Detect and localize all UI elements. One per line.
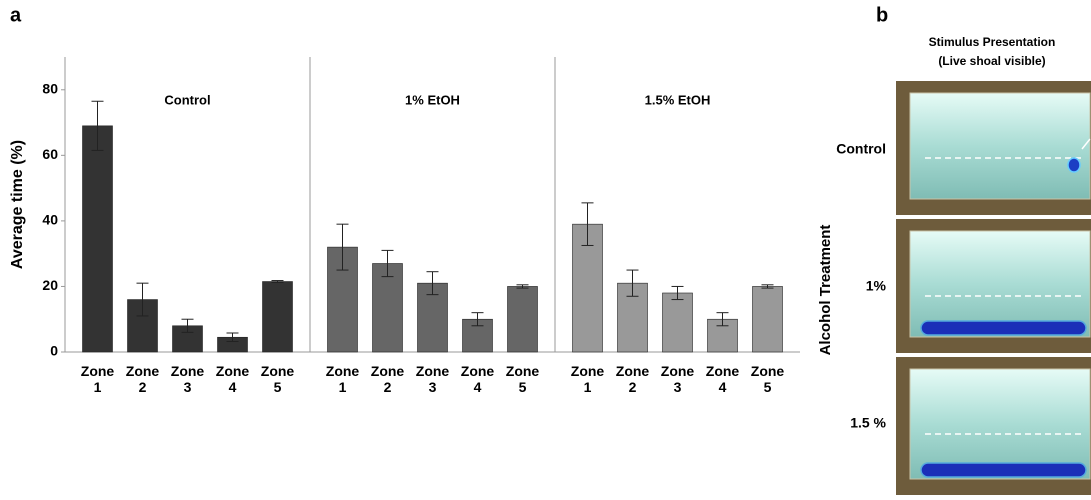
- x-tick-label: Zone 3: [661, 363, 695, 395]
- panel-label: a: [10, 4, 22, 26]
- heat-blob: [1067, 157, 1081, 173]
- bar: [662, 292, 693, 353]
- heat-blob: [920, 462, 1087, 478]
- arrow: [1081, 138, 1091, 150]
- row-label: 1%: [866, 278, 887, 294]
- error-bar: [136, 282, 149, 317]
- y-tick-label: 40: [42, 212, 58, 228]
- bar: [262, 281, 293, 353]
- panel-title: 1% EtOH: [405, 92, 460, 107]
- error-bar: [626, 269, 639, 297]
- tank: [909, 230, 1091, 338]
- x-tick-label: Zone 5: [506, 363, 540, 395]
- bar: [372, 263, 403, 353]
- bar: [82, 125, 113, 353]
- x-tick-label: Zone 4: [706, 363, 740, 395]
- y-axis-label: Average time (%): [9, 140, 26, 269]
- y-tick-label: 20: [42, 277, 58, 293]
- error-bar: [91, 100, 104, 151]
- error-bar: [761, 284, 774, 289]
- tank: [909, 368, 1091, 480]
- x-tick-label: Zone 2: [126, 363, 160, 395]
- panel-title: Control: [164, 92, 210, 107]
- y-tick-label: 80: [42, 80, 58, 96]
- error-bar: [271, 280, 284, 284]
- error-bar: [716, 312, 729, 327]
- y-tick-label: 60: [42, 146, 58, 162]
- x-tick-label: Zone 1: [81, 363, 115, 395]
- error-bar: [516, 284, 529, 289]
- tank: [909, 92, 1091, 200]
- photo-panel: [896, 81, 1091, 495]
- panel-b-title: Stimulus Presentation: [929, 35, 1056, 49]
- error-bar: [471, 312, 484, 327]
- x-tick-label: Zone 1: [326, 363, 360, 395]
- x-tick-label: Zone 5: [751, 363, 785, 395]
- bar: [752, 286, 783, 353]
- row-axis-label: Alcohol Treatment: [817, 225, 834, 356]
- error-bar: [381, 249, 394, 278]
- bar: [507, 286, 538, 353]
- error-bar: [671, 285, 684, 301]
- error-bar: [226, 332, 239, 343]
- x-tick-label: Zone 3: [171, 363, 205, 395]
- row-label: Control: [836, 141, 886, 157]
- x-tick-label: Zone 5: [261, 363, 295, 395]
- x-tick-label: Zone 4: [216, 363, 250, 395]
- error-bar: [336, 223, 349, 271]
- x-tick-label: Zone 2: [616, 363, 650, 395]
- error-bar: [426, 271, 439, 296]
- panel-label: b: [876, 4, 888, 26]
- x-tick-label: Zone 2: [371, 363, 405, 395]
- panel-b-title: (Live shoal visible): [938, 54, 1045, 68]
- heat-blob: [920, 320, 1087, 336]
- error-bar: [581, 202, 594, 246]
- panel-title: 1.5% EtOH: [645, 92, 711, 107]
- error-bar: [181, 318, 194, 333]
- y-tick-label: 0: [50, 343, 58, 359]
- x-tick-label: Zone 4: [461, 363, 495, 395]
- bar: [127, 299, 158, 353]
- row-label: 1.5 %: [850, 415, 886, 431]
- x-tick-label: Zone 3: [416, 363, 450, 395]
- x-tick-label: Zone 1: [571, 363, 605, 395]
